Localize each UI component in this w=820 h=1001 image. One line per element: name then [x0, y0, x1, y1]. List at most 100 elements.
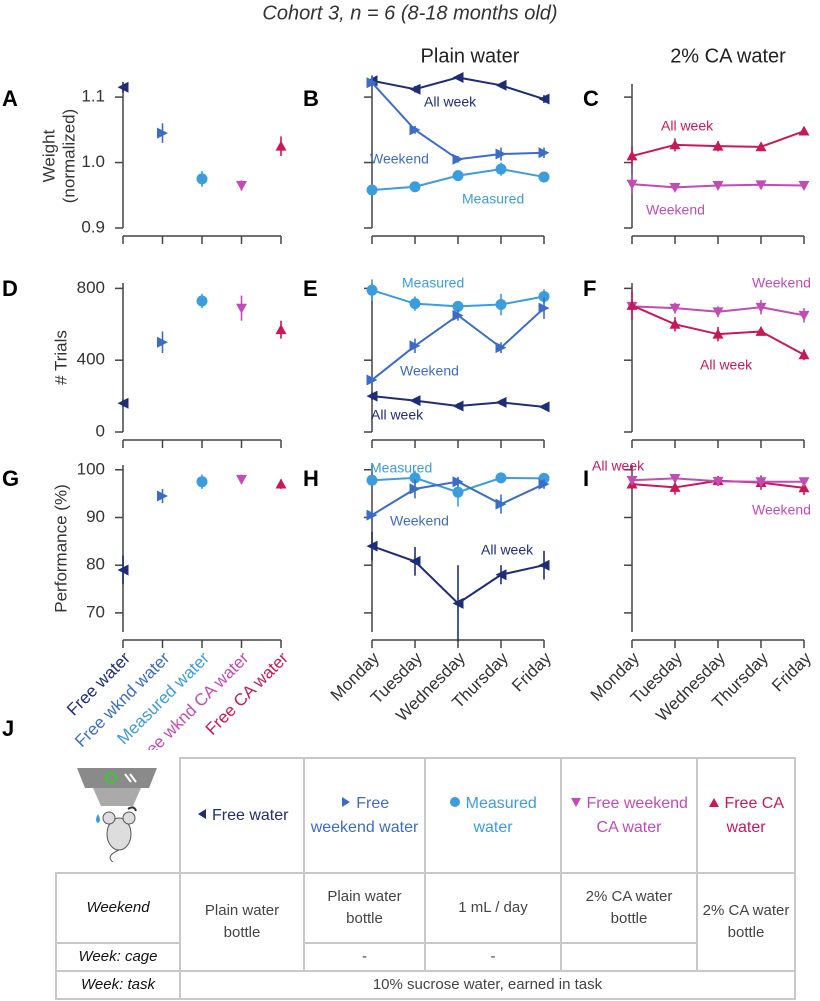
y-tick-label: 800 — [77, 278, 105, 297]
column-title: 2% CA water — [670, 45, 786, 67]
series-label: Weekend — [752, 275, 811, 291]
row-label: Week: cage — [55, 942, 181, 972]
cell: 2% CA water bottle — [560, 872, 698, 944]
panel-letter: B — [303, 86, 319, 111]
point — [366, 509, 378, 521]
point — [275, 140, 287, 151]
point — [669, 318, 681, 329]
point — [798, 310, 810, 321]
cell: Plain water bottle — [303, 872, 426, 944]
point — [236, 474, 247, 485]
cell: 2% CA water bottle — [696, 872, 796, 972]
condition-table: Free water Free weekend water Measured w… — [55, 757, 796, 1000]
row-label: Week: task — [55, 969, 181, 1000]
cell: - — [424, 942, 562, 972]
point — [755, 325, 767, 336]
point — [409, 395, 421, 407]
point — [157, 336, 168, 348]
series-label: Measured — [370, 460, 432, 476]
y-axis-label: Weight — [39, 129, 58, 182]
y-axis-label: # Trials — [51, 330, 70, 385]
point — [196, 295, 208, 307]
point — [409, 181, 421, 193]
point — [495, 148, 507, 160]
point — [366, 374, 378, 386]
point — [366, 77, 378, 89]
y-tick-label: 400 — [77, 350, 105, 369]
y-tick-label: 0.9 — [81, 217, 105, 236]
cell: - — [303, 942, 426, 972]
point — [669, 139, 681, 150]
column-header: Free weekend CA water — [586, 795, 688, 836]
point — [798, 477, 810, 488]
panel-letter: E — [303, 276, 318, 301]
point — [538, 93, 550, 105]
marker-icon — [197, 808, 206, 819]
point — [409, 483, 421, 495]
x-tick-label: Friday — [768, 648, 815, 695]
point — [712, 140, 724, 151]
series-label: Weekend — [646, 202, 705, 218]
point — [538, 559, 550, 571]
series-label: All week — [481, 542, 534, 558]
x-tick-label: Friday — [508, 648, 555, 695]
point — [495, 396, 507, 408]
cell: Plain water bottle — [179, 872, 305, 972]
point — [452, 300, 464, 312]
point — [712, 476, 724, 487]
point — [495, 569, 507, 581]
figure-title: Cohort 3, n = 6 (8-18 months old) — [262, 2, 557, 24]
series-label: Weekend — [752, 502, 811, 518]
y-axis-label: (normalized) — [59, 109, 78, 203]
point — [117, 564, 129, 576]
point — [669, 473, 681, 484]
series-label: Weekend — [370, 151, 429, 167]
marker-icon — [341, 797, 350, 808]
point — [366, 540, 378, 552]
y-tick-label: 1.0 — [81, 152, 105, 171]
y-axis-label: Performance (%) — [51, 484, 70, 612]
point — [409, 340, 421, 352]
point — [366, 284, 378, 296]
cell — [560, 942, 698, 972]
series-label: Measured — [462, 191, 524, 207]
point — [495, 79, 507, 91]
row-label: Weekend — [55, 872, 181, 944]
column-header: Free CA water — [724, 795, 785, 836]
point — [117, 81, 129, 93]
point — [452, 486, 464, 498]
point — [275, 324, 287, 335]
point — [798, 125, 810, 136]
marker-icon — [450, 797, 461, 808]
point — [712, 328, 724, 339]
column-title: Plain water — [421, 45, 520, 67]
mouse-icon — [56, 758, 180, 873]
panel-letter: I — [583, 466, 589, 491]
point — [236, 303, 247, 314]
point — [538, 401, 550, 413]
marker-icon — [571, 798, 582, 808]
panel-letter: J — [2, 716, 14, 741]
series-label: All week — [424, 94, 477, 110]
point — [409, 555, 421, 567]
point — [669, 303, 681, 314]
point — [755, 141, 767, 152]
panel-letter: A — [2, 86, 18, 111]
point — [798, 482, 810, 493]
point — [409, 472, 421, 484]
point — [538, 171, 550, 183]
series-label: All week — [700, 357, 753, 373]
figure: Cohort 3, n = 6 (8-18 months old) Plain … — [2, 2, 815, 750]
point — [196, 173, 208, 185]
point — [366, 390, 378, 402]
column-header: Free water — [211, 806, 289, 824]
point — [626, 150, 638, 161]
point — [538, 147, 550, 159]
point — [669, 481, 681, 492]
point — [495, 163, 507, 175]
series-label: All week — [371, 407, 424, 423]
series-label: All week — [592, 458, 645, 474]
point — [755, 302, 767, 313]
point — [798, 181, 810, 191]
column-header: Free weekend water — [310, 795, 419, 836]
